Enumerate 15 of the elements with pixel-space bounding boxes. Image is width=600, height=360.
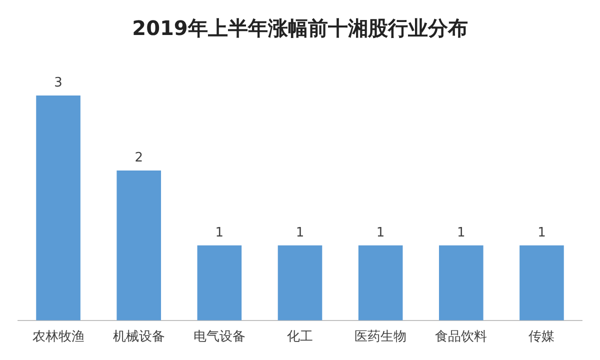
x-tick-label: 医药生物	[354, 330, 407, 345]
data-label: 1	[376, 225, 385, 240]
data-label: 3	[54, 75, 62, 90]
chart-title: 2019年上半年涨幅前十湘股行业分布	[132, 16, 468, 40]
data-label: 1	[215, 225, 224, 240]
data-label: 1	[457, 225, 466, 240]
data-label: 1	[538, 225, 546, 240]
x-tick-label: 农林牧渔	[32, 330, 84, 345]
x-tick-label: 电气设备	[193, 330, 246, 345]
x-tick-label: 食品饮料	[435, 330, 488, 345]
data-label: 1	[296, 225, 304, 240]
x-tick-label: 机械设备	[112, 330, 165, 345]
x-tick-label: 传媒	[528, 330, 555, 345]
data-label: 2	[134, 150, 143, 166]
x-tick-label: 化工	[287, 330, 313, 345]
